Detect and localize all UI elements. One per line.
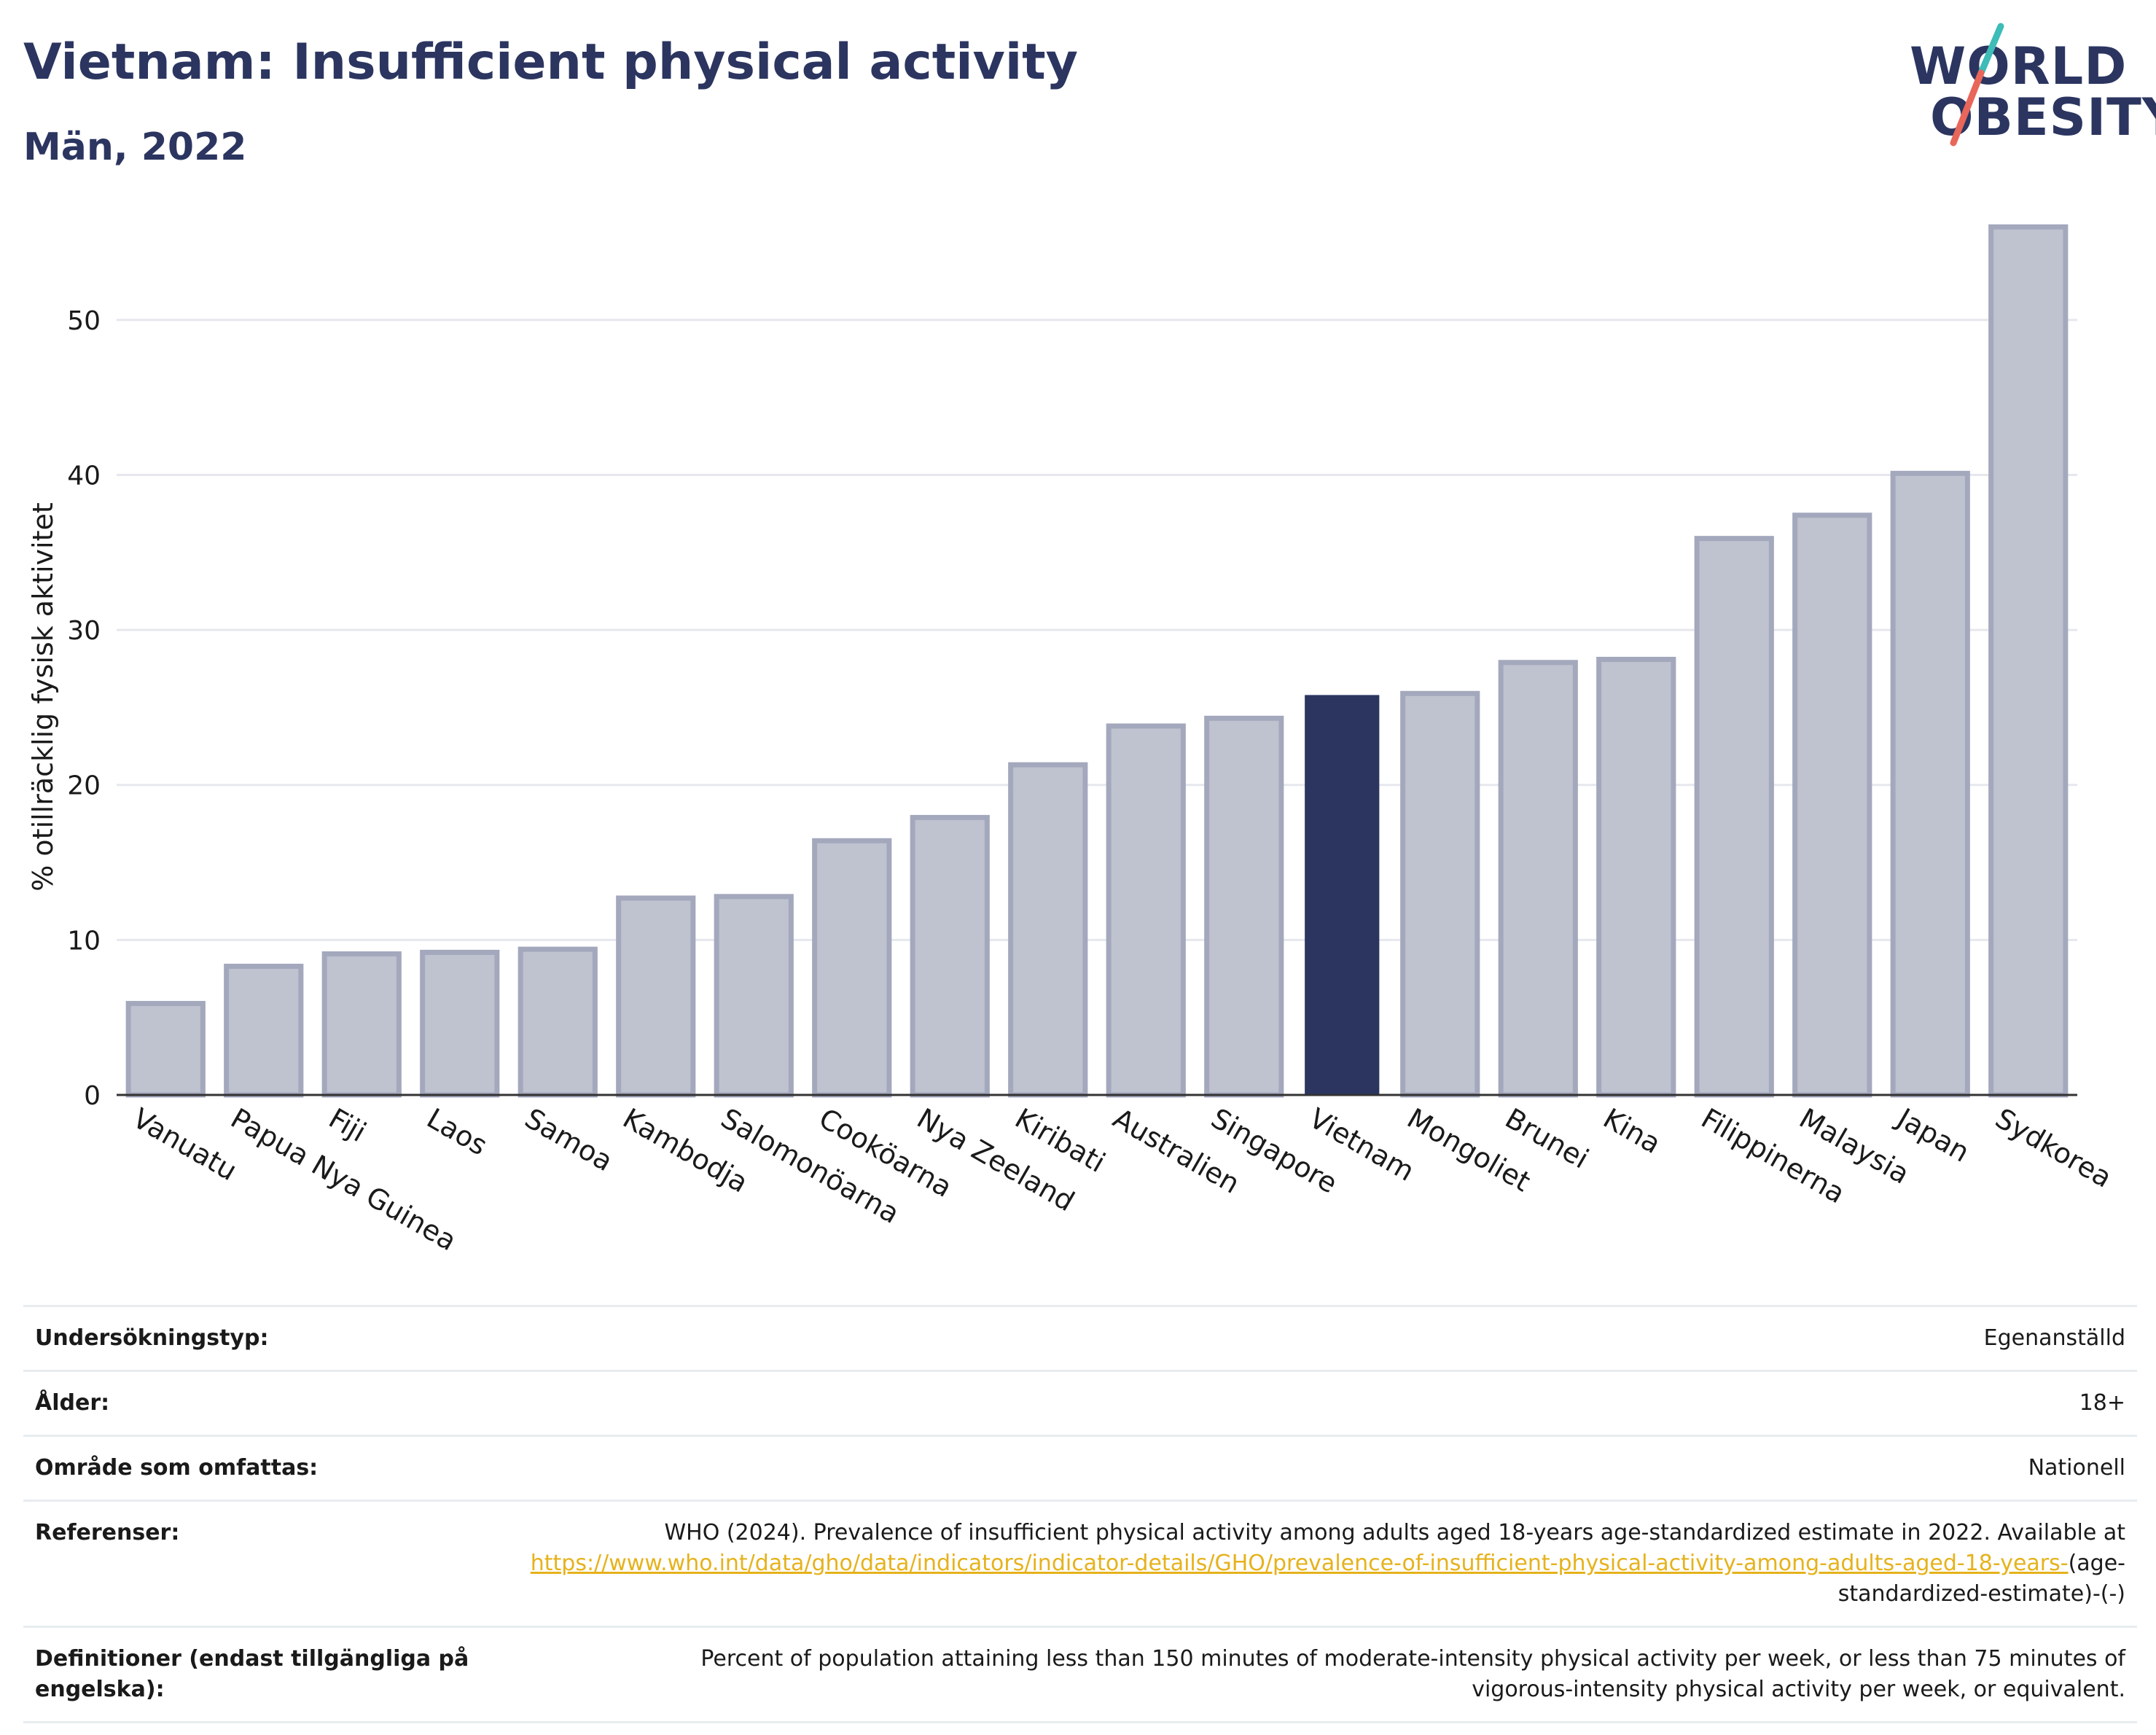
bar-singapore — [1204, 715, 1284, 1098]
bar-vanuatu — [125, 1001, 206, 1098]
meta-row-definitions: Definitioner (endast tillgängliga på eng… — [23, 1626, 2137, 1723]
x-tick-label: Fiji — [324, 1102, 372, 1148]
bar-brunei — [1498, 660, 1578, 1098]
bar-laos — [420, 949, 500, 1098]
reference-suffix: (age-standardized-estimate)-(-) — [1837, 1551, 2125, 1607]
y-tick-label: 20 — [67, 771, 101, 801]
y-tick-label: 30 — [67, 616, 101, 646]
logo-slash-icon — [1950, 23, 2004, 147]
bar-fiji — [321, 951, 402, 1098]
bar-sydkorea — [1988, 224, 2069, 1098]
meta-value: Percent of population attaining less tha… — [700, 1646, 2125, 1702]
meta-value: Nationell — [2028, 1455, 2125, 1481]
bar-cooköarna — [812, 838, 892, 1098]
meta-label: Referenser: — [35, 1520, 180, 1545]
bar-salomonöarna — [714, 894, 794, 1098]
bar-malaysia — [1792, 512, 1872, 1098]
x-tick-label: Vanuatu — [128, 1102, 243, 1187]
y-axis-ticks: 0 10 20 30 40 50 — [67, 306, 101, 1111]
x-tick-label: Laos — [421, 1102, 493, 1162]
chart-title: Vietnam: Insufficient physical activity — [23, 34, 1078, 91]
meta-label: Ålder: — [35, 1390, 110, 1416]
meta-row-area: Område som omfattas: Nationell — [23, 1435, 2137, 1500]
y-tick-label: 50 — [67, 306, 101, 336]
meta-value: WHO (2024). Prevalence of insufficient p… — [501, 1518, 2125, 1610]
x-tick-label: Kina — [1598, 1102, 1666, 1161]
world-obesity-logo: WORLD OBESITY — [1910, 22, 2156, 153]
meta-label: Undersökningstyp: — [35, 1325, 269, 1351]
bar-nya-zeeland — [910, 814, 990, 1098]
logo-word-world: WORLD — [1910, 36, 2128, 96]
meta-value: 18+ — [2079, 1390, 2125, 1416]
bar-papua-nya-guinea — [224, 964, 304, 1098]
reference-text: WHO (2024). Prevalence of insufficient p… — [664, 1520, 2125, 1545]
meta-row-age: Ålder: 18+ — [23, 1370, 2137, 1435]
bar-japan — [1890, 470, 1970, 1098]
y-axis-label: % otillräcklig fysisk aktivitet — [27, 502, 59, 892]
x-tick-label: Sydkorea — [1990, 1102, 2117, 1194]
meta-label: Område som omfattas: — [35, 1455, 319, 1481]
meta-row-survey-type: Undersökningstyp: Egenanställd — [23, 1305, 2137, 1370]
bar-vietnam — [1305, 695, 1380, 1095]
meta-value: Egenanställd — [1983, 1325, 2125, 1351]
y-tick-label: 10 — [67, 926, 101, 956]
bar-samoa — [517, 946, 598, 1098]
x-tick-label: Samoa — [520, 1102, 618, 1178]
bar-kina — [1596, 657, 1676, 1098]
grid-lines — [117, 319, 2077, 941]
bar-mongoliet — [1400, 690, 1480, 1098]
meta-label: Definitioner (endast tillgängliga på eng… — [35, 1646, 469, 1702]
bar-kambodja — [616, 895, 696, 1098]
metadata-table: Undersökningstyp: Egenanställd Ålder: 18… — [23, 1305, 2137, 1723]
bar-kiribati — [1008, 762, 1088, 1098]
chart-subtitle: Män, 2022 — [23, 125, 247, 169]
bar-australien — [1106, 723, 1186, 1098]
meta-row-references: Referenser: WHO (2024). Prevalence of in… — [23, 1500, 2137, 1626]
reference-link[interactable]: https://www.who.int/data/gho/data/indica… — [530, 1551, 2069, 1576]
bar-filippinerna — [1694, 536, 1774, 1098]
bars — [125, 224, 2069, 1098]
y-tick-label: 0 — [84, 1081, 101, 1111]
y-tick-label: 40 — [67, 461, 101, 491]
